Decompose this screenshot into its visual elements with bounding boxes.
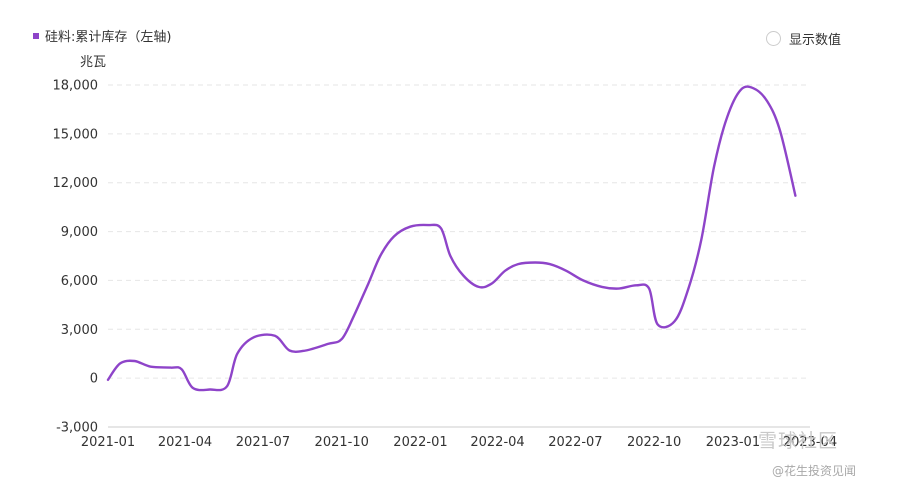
series-line[interactable] (106, 85, 797, 392)
x-tick-label: 2021-10 (315, 435, 369, 450)
x-tick-label: 2022-01 (393, 435, 447, 450)
x-tick-label: 2022-07 (548, 435, 602, 450)
x-tick-label: 2021-01 (81, 435, 135, 450)
radio-circle-icon[interactable] (766, 31, 781, 46)
y-tick-label: -3,000 (56, 421, 98, 436)
watermark-brand: 雪球社区 (758, 430, 839, 452)
legend-swatch (33, 32, 39, 39)
y-tick-label: 6,000 (61, 274, 98, 289)
x-tick-label: 2022-10 (627, 435, 681, 450)
legend[interactable]: 硅料:累计库存（左轴) (33, 26, 171, 45)
y-tick-label: 15,000 (53, 127, 99, 142)
y-tick-label: 9,000 (61, 225, 98, 240)
show-values-toggle[interactable]: 显示数值 (766, 29, 841, 48)
x-tick-label: 2023-04 (783, 435, 837, 450)
y-tick-label: 18,000 (53, 79, 99, 94)
x-tick-label: 2021-07 (236, 435, 290, 450)
y-axis-unit: 兆瓦 (80, 55, 107, 70)
x-tick-label: 2022-04 (470, 435, 524, 450)
x-tick-label: 2023-01 (706, 435, 760, 450)
x-tick-label: 2021-04 (158, 435, 212, 450)
y-tick-label: 3,000 (61, 323, 98, 338)
show-values-label: 显示数值 (789, 33, 842, 48)
watermark-sub: @花生投资见闻 (772, 464, 857, 478)
y-tick-label: 0 (90, 372, 98, 387)
y-tick-label: 12,000 (53, 176, 99, 191)
legend-label: 硅料:累计库存（左轴) (45, 30, 172, 45)
